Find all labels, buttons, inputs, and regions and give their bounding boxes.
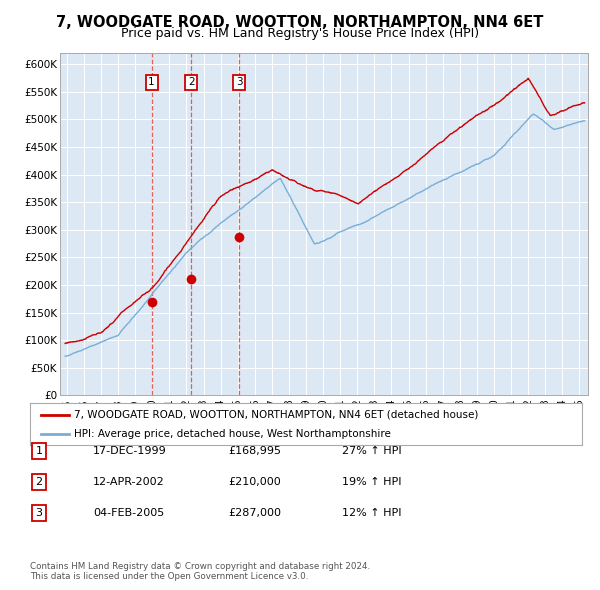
Text: 27% ↑ HPI: 27% ↑ HPI (342, 447, 401, 456)
Text: 1: 1 (35, 447, 43, 456)
Text: £168,995: £168,995 (228, 447, 281, 456)
Text: £210,000: £210,000 (228, 477, 281, 487)
Text: 17-DEC-1999: 17-DEC-1999 (93, 447, 167, 456)
Text: 2: 2 (188, 77, 194, 87)
Text: 3: 3 (35, 508, 43, 517)
Text: 7, WOODGATE ROAD, WOOTTON, NORTHAMPTON, NN4 6ET (detached house): 7, WOODGATE ROAD, WOOTTON, NORTHAMPTON, … (74, 410, 479, 420)
Text: 12% ↑ HPI: 12% ↑ HPI (342, 508, 401, 517)
Text: 19% ↑ HPI: 19% ↑ HPI (342, 477, 401, 487)
Text: This data is licensed under the Open Government Licence v3.0.: This data is licensed under the Open Gov… (30, 572, 308, 581)
Text: HPI: Average price, detached house, West Northamptonshire: HPI: Average price, detached house, West… (74, 428, 391, 438)
Text: 1: 1 (148, 77, 155, 87)
Text: £287,000: £287,000 (228, 508, 281, 517)
Text: 3: 3 (236, 77, 242, 87)
Text: Contains HM Land Registry data © Crown copyright and database right 2024.: Contains HM Land Registry data © Crown c… (30, 562, 370, 571)
Text: 7, WOODGATE ROAD, WOOTTON, NORTHAMPTON, NN4 6ET: 7, WOODGATE ROAD, WOOTTON, NORTHAMPTON, … (56, 15, 544, 30)
Text: 04-FEB-2005: 04-FEB-2005 (93, 508, 164, 517)
Text: Price paid vs. HM Land Registry's House Price Index (HPI): Price paid vs. HM Land Registry's House … (121, 27, 479, 40)
Text: 12-APR-2002: 12-APR-2002 (93, 477, 165, 487)
Text: 2: 2 (35, 477, 43, 487)
